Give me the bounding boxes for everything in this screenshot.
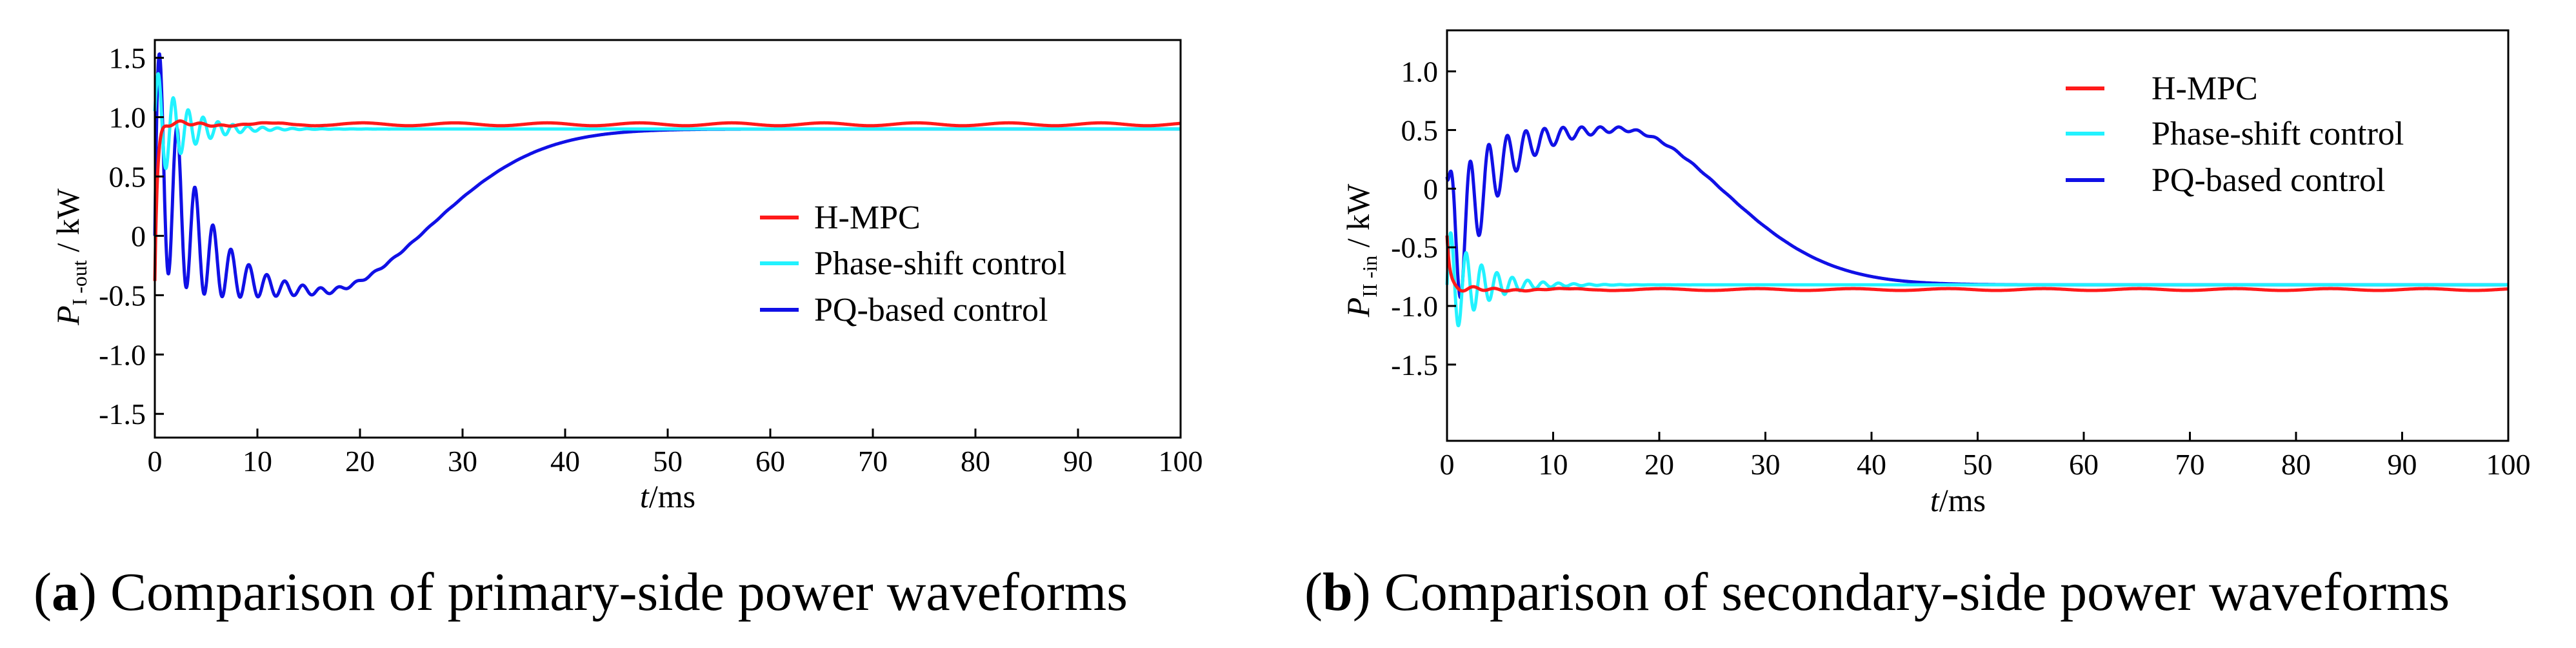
legend-a-h-mpc: H-MPC — [814, 199, 921, 236]
chart-a-ytick-label: -0.5 — [99, 279, 146, 312]
chart-panel-a: 0 10 20 30 40 50 60 70 80 90 100 -1.5 -1.0 -0.5 0 0.5 1… — [34, 39, 1203, 622]
chart-b-ytick-label: -1.5 — [1391, 349, 1438, 381]
chart-a-xlabel: t/ms — [640, 478, 695, 514]
chart-a-xtick-label: 20 — [345, 445, 375, 478]
chart-b-frame — [1446, 29, 2510, 442]
chart-a-ytick-label: 1.5 — [109, 42, 146, 75]
chart-b-series — [1445, 125, 2510, 328]
chart-b-xtick-label: 50 — [1963, 448, 1993, 481]
chart-b-legend: H-MPC Phase-shift control PQ-based contr… — [2066, 70, 2404, 199]
legend-b-phase-shift: Phase-shift control — [2152, 116, 2404, 152]
chart-a-ytick-label: -1.5 — [99, 398, 146, 430]
chart-a-xtick-label: 30 — [448, 445, 477, 478]
chart-b-xtick-label: 70 — [2175, 448, 2205, 481]
chart-a-xtick-label: 0 — [148, 445, 163, 478]
chart-a-ytick-label: 0.5 — [109, 160, 146, 193]
chart-b-xlabel: t/ms — [1930, 482, 1986, 518]
caption-b: (b) Comparison of secondary-side power w… — [1304, 562, 2450, 622]
chart-a-x-ticks: 0 10 20 30 40 50 60 70 80 90 100 — [148, 429, 1203, 478]
chart-b-ytick-label: -1.0 — [1391, 290, 1438, 323]
chart-a-xtick-label: 60 — [755, 445, 785, 478]
chart-a-ytick-label: 1.0 — [109, 101, 146, 134]
legend-a-phase-shift: Phase-shift control — [814, 245, 1066, 282]
chart-a-xtick-label: 70 — [858, 445, 888, 478]
chart-a-ytick-label: 0 — [131, 219, 146, 252]
chart-b-ytick-label: 0 — [1423, 172, 1438, 205]
chart-a-ylabel: PI -out / kW — [50, 188, 91, 326]
chart-b-xtick-label: 0 — [1440, 448, 1455, 481]
chart-a-xtick-label: 100 — [1159, 445, 1203, 478]
chart-panel-b: 0 10 20 30 40 50 60 70 80 90 100 -1.5 -1.0 -0.5 0 0.5 1… — [1304, 29, 2531, 622]
chart-a-legend: H-MPC Phase-shift control PQ-based contr… — [760, 199, 1066, 329]
caption-a: (a) Comparison of primary-side power wav… — [34, 562, 1128, 622]
chart-a-frame — [154, 39, 1182, 439]
series-b-phase-shift-control — [1445, 231, 2510, 328]
chart-b-ylabel: PII -in / kW — [1340, 183, 1381, 318]
chart-a-xtick-label: 80 — [961, 445, 990, 478]
series-a-phase-shift-control — [153, 72, 1182, 170]
legend-a-pq: PQ-based control — [814, 292, 1048, 329]
chart-a-xtick-label: 40 — [550, 445, 580, 478]
series-b-h-mpc — [1445, 235, 2510, 293]
chart-b-xtick-label: 100 — [2486, 448, 2531, 481]
chart-b-xtick-label: 10 — [1539, 448, 1568, 481]
chart-a-ytick-label: -1.0 — [99, 338, 146, 371]
chart-b-ytick-label: 1.0 — [1401, 56, 1439, 88]
chart-a-y-ticks: -1.5 -1.0 -0.5 0 0.5 1.0 1.5 — [99, 42, 164, 430]
series-b-pq-based-control — [1445, 125, 2510, 299]
chart-b-xtick-label: 40 — [1857, 448, 1886, 481]
chart-a-xtick-label: 50 — [653, 445, 683, 478]
chart-b-y-ticks: -1.5 -1.0 -0.5 0 0.5 1.0 — [1391, 56, 1456, 381]
chart-b-ytick-label: 0.5 — [1401, 114, 1439, 147]
chart-b-xtick-label: 90 — [2388, 448, 2417, 481]
chart-b-xtick-label: 30 — [1751, 448, 1781, 481]
chart-b-x-ticks: 0 10 20 30 40 50 60 70 80 90 100 — [1440, 432, 2531, 481]
chart-a-xtick-label: 10 — [243, 445, 272, 478]
chart-b-xtick-label: 20 — [1644, 448, 1674, 481]
series-a-h-mpc — [153, 119, 1182, 281]
chart-b-ytick-label: -0.5 — [1391, 231, 1438, 264]
legend-b-h-mpc: H-MPC — [2152, 70, 2258, 107]
chart-b-xtick-label: 80 — [2281, 448, 2311, 481]
chart-a-xtick-label: 90 — [1063, 445, 1093, 478]
chart-a-series — [153, 52, 1182, 299]
legend-b-pq: PQ-based control — [2152, 162, 2385, 199]
chart-b-xtick-label: 60 — [2069, 448, 2099, 481]
